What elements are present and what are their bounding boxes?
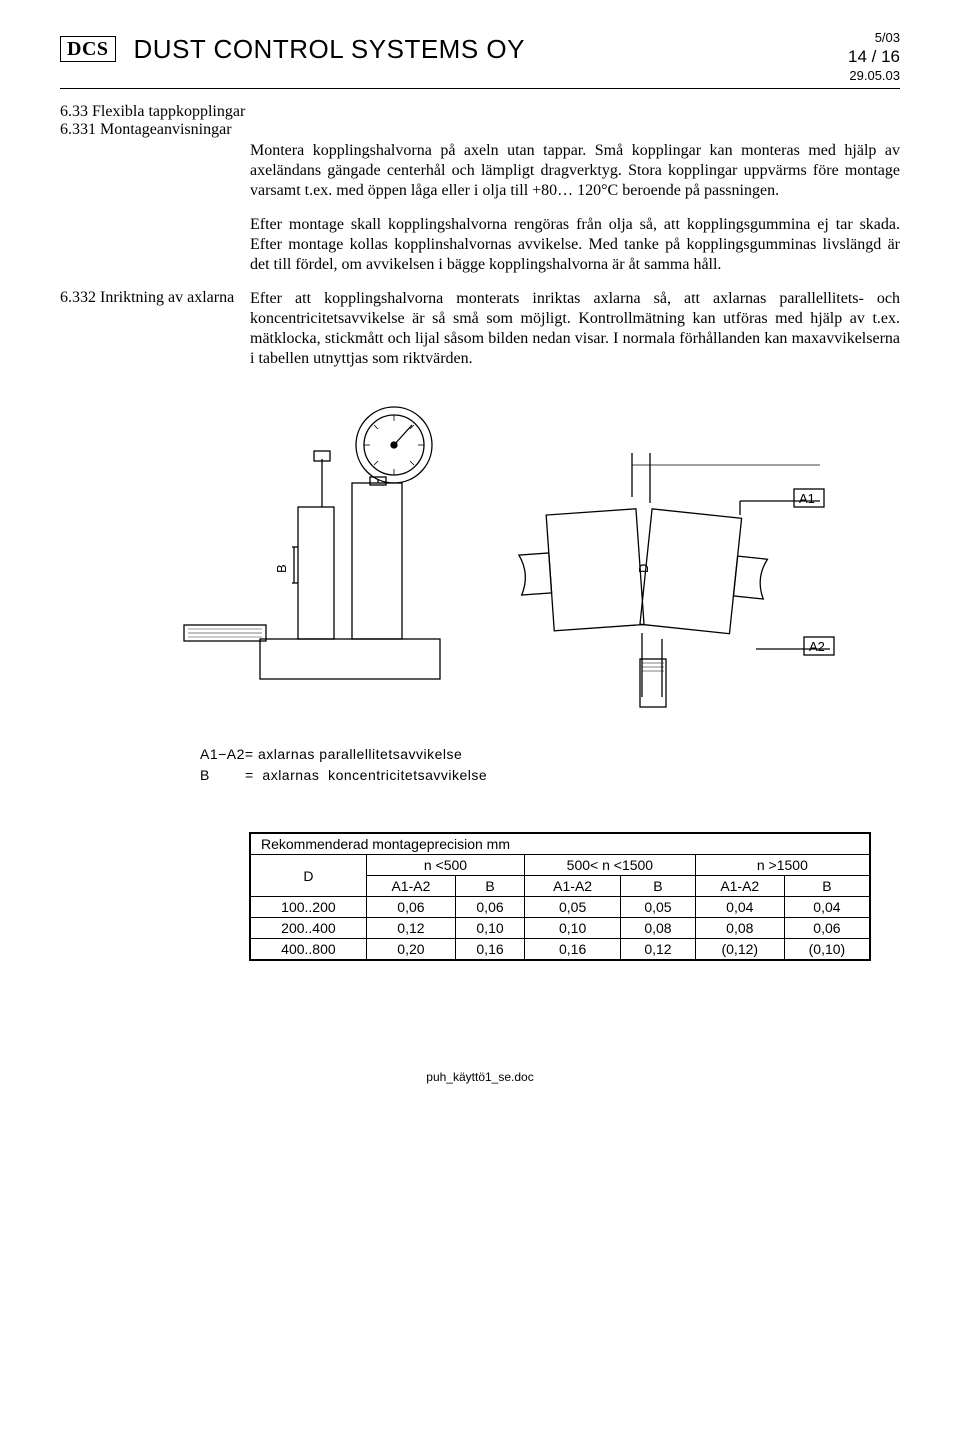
col-D: D — [251, 855, 367, 897]
table-row: 200..400 0,12 0,10 0,10 0,08 0,08 0,06 — [251, 918, 870, 939]
group-2: 500< n <1500 — [525, 855, 696, 876]
sub-5: A1-A2 — [695, 876, 784, 897]
alignment-diagram: B — [180, 397, 900, 787]
precision-table: Rekommenderad montageprecision mm D n <5… — [250, 833, 900, 960]
sub-1: A1-A2 — [366, 876, 455, 897]
svg-text:D: D — [636, 563, 651, 572]
paragraph-3: Efter att kopplingshalvorna monterats in… — [250, 289, 900, 369]
paragraphs-6-331: Montera kopplingshalvorna på axeln utan … — [250, 141, 900, 275]
group-3: n >1500 — [695, 855, 869, 876]
sub-2: B — [455, 876, 524, 897]
paragraphs-6-332: Efter att kopplingshalvorna monterats in… — [250, 289, 900, 369]
footer-filename: puh_käyttö1_se.doc — [60, 1070, 900, 1084]
table-title: Rekommenderad montageprecision mm — [251, 834, 870, 855]
legend-line-1: A1−A2= axlarnas parallellitetsavvikelse — [200, 744, 900, 766]
sub-4: B — [621, 876, 696, 897]
page-number: 14 / 16 — [848, 46, 900, 67]
section-6-332-label: 6.332 Inriktning av axlarna — [60, 289, 250, 307]
page-header: DCS DUST CONTROL SYSTEMS OY 5/03 14 / 16… — [60, 30, 900, 89]
content: 6.33 Flexibla tappkopplingar 6.331 Monta… — [60, 103, 900, 1084]
legend-line-2: B = axlarnas koncentricitetsavvikelse — [200, 765, 900, 787]
header-meta: 5/03 14 / 16 29.05.03 — [848, 30, 900, 84]
doc-revision: 5/03 — [848, 30, 900, 46]
section-6-33: 6.33 Flexibla tappkopplingar — [60, 103, 900, 121]
logo: DCS — [60, 36, 116, 62]
paragraph-1: Montera kopplingshalvorna på axeln utan … — [250, 141, 900, 201]
paragraph-2: Efter montage skall kopplingshalvorna re… — [250, 215, 900, 275]
table-row: 100..200 0,06 0,06 0,05 0,05 0,04 0,04 — [251, 897, 870, 918]
section-6-331: 6.331 Montageanvisningar — [60, 121, 900, 139]
sub-6: B — [784, 876, 869, 897]
svg-text:A1: A1 — [799, 491, 815, 506]
group-1: n <500 — [366, 855, 524, 876]
diagram-legend: A1−A2= axlarnas parallellitetsavvikelse … — [200, 744, 900, 787]
doc-date: 29.05.03 — [848, 68, 900, 84]
svg-text:B: B — [274, 564, 289, 573]
company-name: DUST CONTROL SYSTEMS OY — [116, 34, 848, 65]
table-row: 400..800 0,20 0,16 0,16 0,12 (0,12) (0,1… — [251, 939, 870, 960]
svg-text:A2: A2 — [809, 639, 825, 654]
sub-3: A1-A2 — [525, 876, 621, 897]
